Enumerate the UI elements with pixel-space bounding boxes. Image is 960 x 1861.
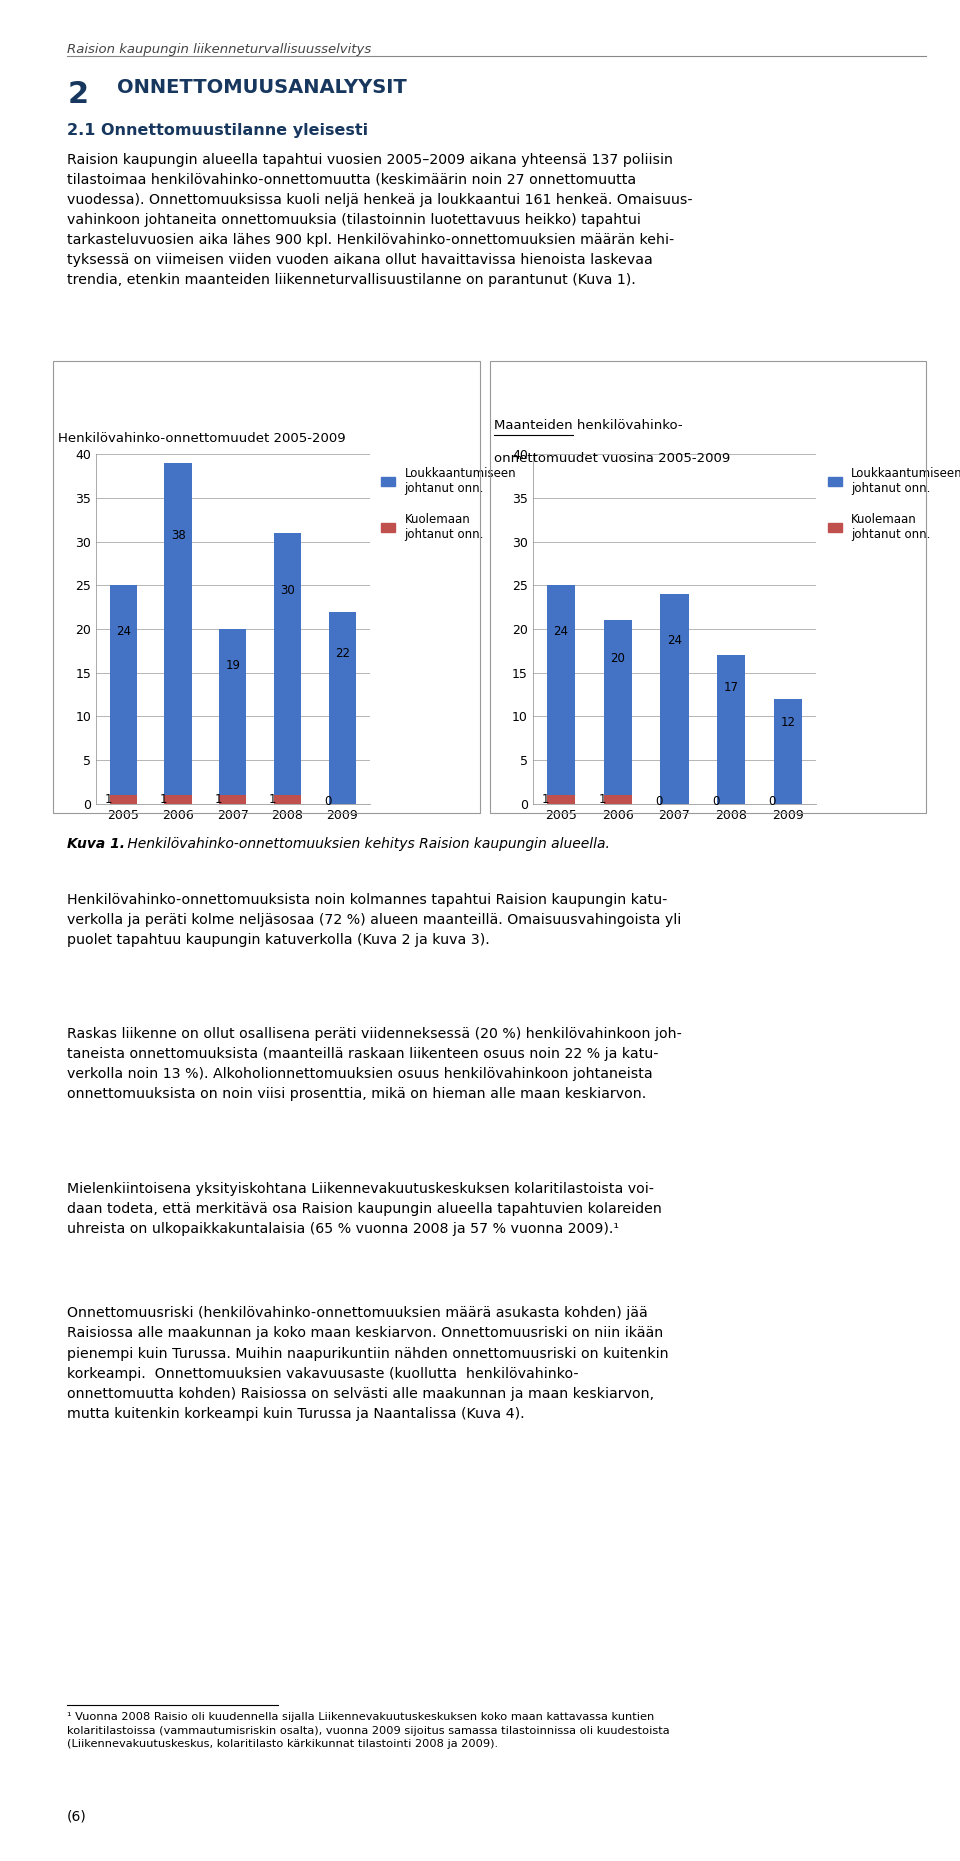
Text: 1: 1 [269, 793, 276, 806]
Text: 0: 0 [656, 795, 662, 808]
Text: 17: 17 [724, 681, 738, 694]
Bar [109, 795, 137, 804]
Legend: Loukkaantumiseen
johtanut onn., Kuolemaan
johtanut onn.: Loukkaantumiseen johtanut onn., Kuolemaa… [381, 467, 516, 542]
Bar [219, 795, 247, 804]
Text: (6): (6) [67, 1809, 87, 1824]
Text: 0: 0 [324, 795, 331, 808]
Text: 30: 30 [280, 584, 295, 597]
Text: 1: 1 [542, 793, 549, 806]
Text: onnettomuudet vuosina 2005-2009: onnettomuudet vuosina 2005-2009 [494, 452, 731, 465]
Text: 19: 19 [226, 659, 240, 672]
Text: 24: 24 [667, 635, 682, 648]
Bar [164, 463, 192, 795]
Legend: Loukkaantumiseen
johtanut onn., Kuolemaan
johtanut onn.: Loukkaantumiseen johtanut onn., Kuolemaa… [828, 467, 960, 542]
Text: ONNETTOMUUSANALYYSIT: ONNETTOMUUSANALYYSIT [117, 78, 407, 97]
Text: 12: 12 [780, 716, 795, 730]
Text: 1: 1 [159, 793, 167, 806]
Text: 20: 20 [611, 651, 625, 664]
Text: Maanteiden henkilövahinko-: Maanteiden henkilövahinko- [494, 419, 683, 432]
Bar [547, 795, 575, 804]
Text: 0: 0 [769, 795, 776, 808]
Text: Mielenkiintoisena yksityiskohtana Liikennevakuutuskeskuksen kolaritilastoista vo: Mielenkiintoisena yksityiskohtana Liiken… [67, 1182, 662, 1236]
Text: 24: 24 [554, 625, 568, 638]
Bar [274, 532, 301, 795]
Bar [604, 795, 632, 804]
Text: 1: 1 [105, 793, 112, 806]
Bar [547, 586, 575, 795]
Text: Raision kaupungin alueella tapahtui vuosien 2005–2009 aikana yhteensä 137 poliis: Raision kaupungin alueella tapahtui vuos… [67, 153, 693, 287]
Bar [219, 629, 247, 795]
Text: Onnettomuusriski (henkilövahinko-onnettomuuksien määrä asukasta kohden) jää
Rais: Onnettomuusriski (henkilövahinko-onnetto… [67, 1306, 669, 1420]
Bar [774, 700, 802, 804]
Text: 24: 24 [116, 625, 131, 638]
Text: Raision kaupungin liikenneturvallisuusselvitys: Raision kaupungin liikenneturvallisuusse… [67, 43, 372, 56]
Text: 1: 1 [599, 793, 606, 806]
Text: 2.1 Onnettomuustilanne yleisesti: 2.1 Onnettomuustilanne yleisesti [67, 123, 369, 138]
Bar [660, 594, 688, 804]
Bar [328, 612, 356, 804]
Text: 22: 22 [335, 648, 349, 661]
Bar [109, 586, 137, 795]
Text: 1: 1 [214, 793, 222, 806]
Text: Henkilövahinko-onnettomuuksista noin kolmannes tapahtui Raision kaupungin katu-
: Henkilövahinko-onnettomuuksista noin kol… [67, 893, 682, 947]
Text: Raskas liikenne on ollut osallisena peräti viidenneksessä (20 %) henkilövahinkoo: Raskas liikenne on ollut osallisena perä… [67, 1027, 682, 1102]
Text: Henkilövahinko-onnettomuudet 2005-2009: Henkilövahinko-onnettomuudet 2005-2009 [58, 432, 346, 445]
Bar [164, 795, 192, 804]
Text: 0: 0 [712, 795, 719, 808]
Text: Henkilövahinko-onnettomuuksien kehitys Raision kaupungin alueella.: Henkilövahinko-onnettomuuksien kehitys R… [123, 837, 610, 852]
Bar [717, 655, 745, 804]
Text: 38: 38 [171, 529, 185, 542]
Bar [274, 795, 301, 804]
Text: ¹ Vuonna 2008 Raisio oli kuudennella sijalla Liikennevakuutuskeskuksen koko maan: ¹ Vuonna 2008 Raisio oli kuudennella sij… [67, 1712, 670, 1749]
Text: Kuva 1.: Kuva 1. [67, 837, 125, 852]
Text: 2: 2 [67, 80, 88, 110]
Bar [604, 620, 632, 795]
